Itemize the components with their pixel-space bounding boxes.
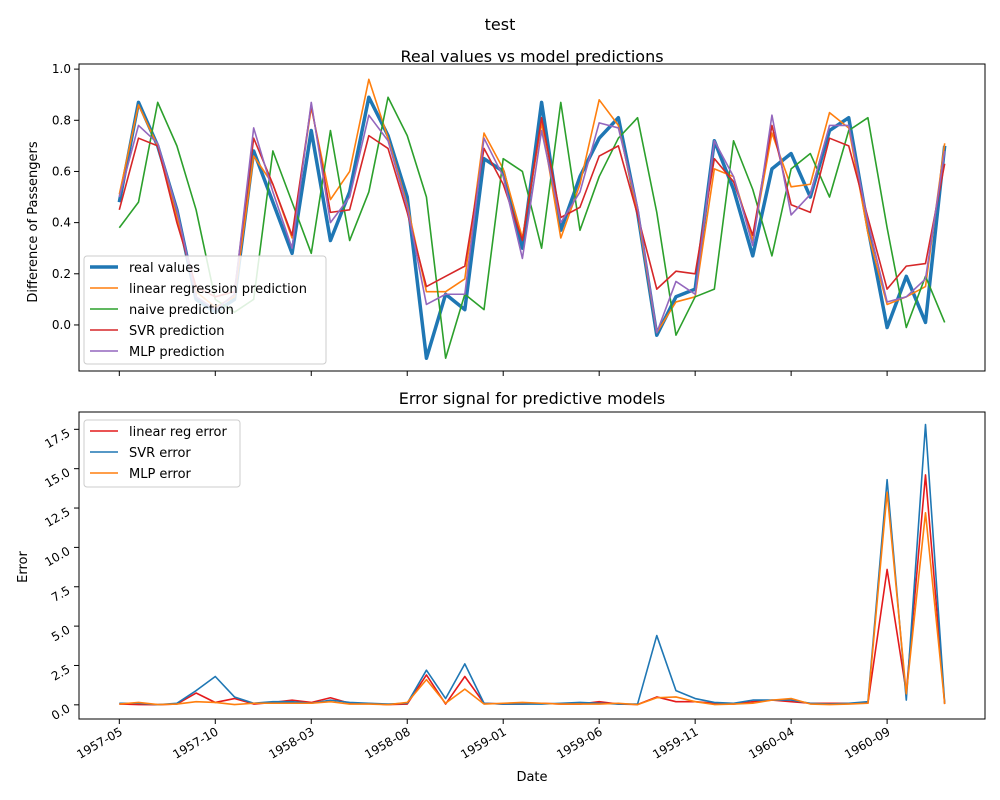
bottom-chart-frame	[78, 411, 986, 720]
legend-entry: SVR prediction	[129, 324, 225, 339]
legend-entry: naive prediction	[129, 303, 234, 318]
bottom-chart-legend: linear reg error SVR error MLP error	[83, 419, 241, 488]
figure-suptitle: test	[485, 15, 516, 34]
y-tick-label: 0.2	[52, 267, 71, 281]
legend-entry: SVR error	[129, 446, 191, 461]
y-tick-label: 0.0	[52, 318, 71, 332]
series-line-MLP-prediction	[118, 101, 946, 334]
bottom-chart-title: Error signal for predictive models	[399, 389, 665, 408]
bottom-chart-series	[119, 423, 946, 706]
legend-entry: linear reg error	[129, 425, 227, 440]
legend-entry: linear regression prediction	[129, 282, 307, 297]
y-tick-label: 0.8	[52, 113, 71, 127]
y-tick-label: 0.4	[52, 216, 71, 230]
legend-box	[83, 255, 327, 365]
legend-entry: real values	[129, 261, 200, 276]
top-chart: Real values vs model predictions Differe…	[26, 47, 986, 376]
legend-entry: MLP error	[129, 467, 192, 482]
series-line-SVR-prediction	[118, 104, 946, 298]
series-line-MLP-error	[119, 491, 946, 706]
top-chart-title: Real values vs model predictions	[400, 47, 663, 66]
top-chart-ticks: 0.0 0.2 0.4 0.6 0.8 1.0	[52, 62, 888, 376]
y-tick-label: 0.6	[52, 164, 71, 178]
top-chart-legend: real values linear regression prediction n…	[83, 255, 327, 365]
y-tick-label: 1.0	[52, 62, 71, 76]
legend-entry: MLP prediction	[129, 345, 225, 360]
top-chart-frame	[78, 63, 986, 372]
bottom-chart-ylabel: Error	[16, 551, 31, 583]
top-chart-ylabel: Difference of Passengers	[26, 141, 41, 302]
legend-box	[83, 419, 241, 488]
bottom-chart-xlabel: Date	[516, 770, 547, 785]
